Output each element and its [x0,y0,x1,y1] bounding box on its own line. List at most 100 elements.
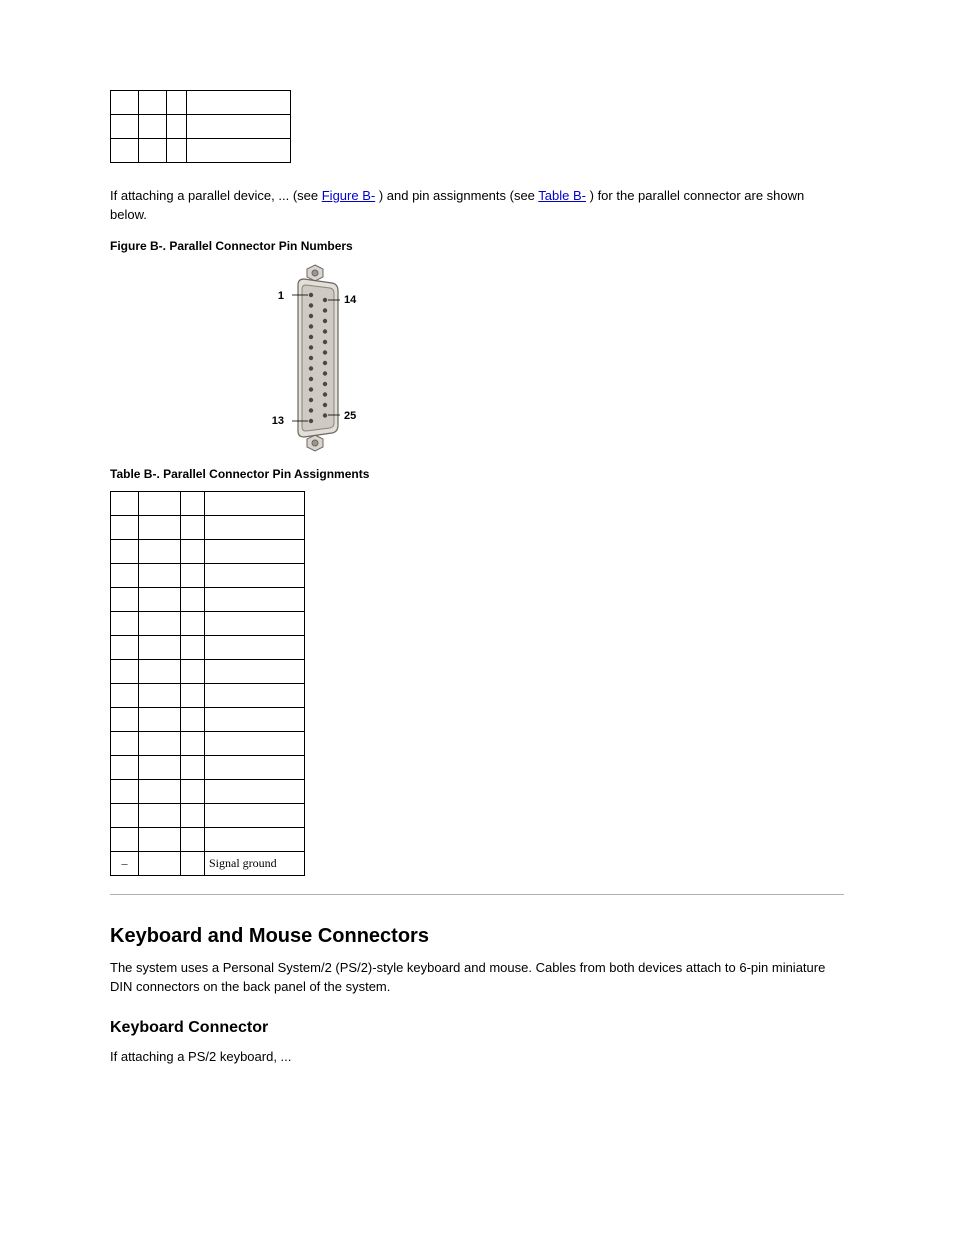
pin-assignment-table: – Signal ground [110,491,305,876]
cell [205,563,305,587]
cell [139,539,181,563]
cell [139,779,181,803]
cell [111,683,139,707]
section-body: The system uses a Personal System/2 (PS/… [110,958,844,997]
table-link[interactable]: Table B- [538,188,586,203]
cell [139,827,181,851]
table-row: – Signal ground [111,851,305,875]
cell [181,851,205,875]
cell [111,635,139,659]
cell [205,683,305,707]
cell [187,139,291,163]
table-row [111,707,305,731]
table-row [111,515,305,539]
cell [139,563,181,587]
cell [181,515,205,539]
page: If attaching a parallel device, ... (see… [0,0,954,1106]
cell [111,659,139,683]
connector-icon: 1 14 13 25 [260,263,370,453]
cell [205,515,305,539]
pin-label-25: 25 [344,410,356,422]
cell [181,779,205,803]
cell [111,491,139,515]
cell [139,91,167,115]
cell [139,515,181,539]
cell [111,539,139,563]
cell [167,115,187,139]
cell [181,755,205,779]
cell [181,611,205,635]
cell [111,611,139,635]
intro-paragraph: If attaching a parallel device, ... (see… [110,187,844,225]
cell: Signal ground [205,851,305,875]
cell [181,683,205,707]
table-row [111,779,305,803]
cell [139,491,181,515]
cell [139,731,181,755]
cell [167,91,187,115]
cell [181,635,205,659]
cell [187,91,291,115]
parallel-connector-figure: 1 14 13 25 [260,263,380,453]
table-row [111,755,305,779]
cell [205,731,305,755]
cell [139,803,181,827]
section-divider [110,894,844,895]
cell [139,115,167,139]
cell [181,731,205,755]
table-row [111,91,291,115]
cell [111,91,139,115]
cell [139,755,181,779]
cell [205,779,305,803]
table-row [111,683,305,707]
text: If attaching a parallel device, ... (see [110,188,322,203]
cell [111,803,139,827]
table-row [111,659,305,683]
cell [181,587,205,611]
subsection-body: If attaching a PS/2 keyboard, ... [110,1047,844,1067]
cell [205,755,305,779]
cell [111,587,139,611]
cell [139,611,181,635]
table-row [111,635,305,659]
cell [205,635,305,659]
cell [181,539,205,563]
cell [205,611,305,635]
section-heading: Keyboard and Mouse Connectors [110,925,844,948]
table-row [111,115,291,139]
figure-link[interactable]: Figure B- [322,188,375,203]
cell [111,115,139,139]
table-row [111,827,305,851]
table-row [111,539,305,563]
cell [205,707,305,731]
cell [205,659,305,683]
cell [167,139,187,163]
subsection-heading: Keyboard Connector [110,1019,844,1037]
cell [205,539,305,563]
table-caption: Table B-. Parallel Connector Pin Assignm… [110,467,844,481]
cell [187,115,291,139]
cell [111,515,139,539]
table-row [111,611,305,635]
text: ) and pin assignments (see [379,188,538,203]
cell: – [111,851,139,875]
pin-label-1: 1 [278,290,284,302]
cell [181,803,205,827]
cell [111,731,139,755]
cell [111,563,139,587]
cell [111,827,139,851]
table-row [111,587,305,611]
cell [181,491,205,515]
cell [139,683,181,707]
cell [205,587,305,611]
cell [181,659,205,683]
table-row [111,803,305,827]
cell [181,827,205,851]
cell [205,827,305,851]
cell [139,635,181,659]
cell [181,707,205,731]
top-small-table [110,90,291,163]
table-row [111,563,305,587]
cell [111,779,139,803]
cell [205,803,305,827]
